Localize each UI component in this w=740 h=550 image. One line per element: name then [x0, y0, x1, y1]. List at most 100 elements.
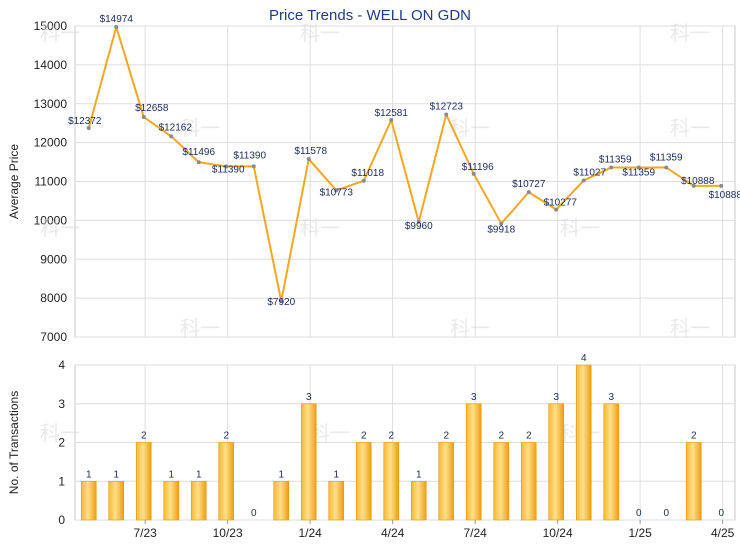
price-point — [141, 115, 146, 120]
transaction-bar — [410, 480, 427, 521]
watermark-text: 科一 — [180, 116, 220, 140]
transaction-bar — [465, 403, 482, 521]
transaction-bar — [493, 442, 510, 521]
watermark-text: 科一 — [40, 216, 80, 240]
price-point-label: $12581 — [375, 108, 409, 119]
price-point-label: $11018 — [351, 168, 384, 179]
price-point-label: $14974 — [100, 14, 134, 25]
transaction-bar — [520, 442, 537, 521]
transaction-bar — [383, 442, 400, 521]
price-point — [499, 221, 504, 226]
price-point — [719, 183, 724, 188]
price-point-label: $10773 — [320, 187, 354, 198]
price-point — [196, 160, 201, 165]
price-point — [389, 118, 394, 123]
price-point-label: $11027 — [573, 167, 606, 178]
watermark-text: 科一 — [310, 421, 350, 445]
watermark-text: 科一 — [300, 21, 340, 45]
transaction-bar — [603, 403, 620, 521]
transactions-y-axis-title: No. of Transactions — [7, 391, 21, 494]
price-point — [361, 178, 366, 183]
transaction-bar-label: 1 — [86, 469, 92, 480]
transaction-bar — [135, 442, 152, 521]
price-point-label: $11359 — [599, 155, 632, 166]
price-point-label: $11578 — [294, 146, 327, 157]
price-y-tick-label: 9000 — [40, 252, 67, 266]
price-y-tick-label: 7000 — [40, 330, 67, 344]
price-y-tick-label: 8000 — [40, 291, 67, 305]
price-point-label: $11359 — [650, 153, 683, 164]
price-point — [251, 164, 256, 169]
transaction-bar-label: 4 — [581, 353, 587, 364]
price-point — [279, 299, 284, 304]
x-tick-label: 10/24 — [543, 526, 573, 540]
watermark-text: 科一 — [180, 316, 220, 340]
transaction-bar — [108, 480, 125, 521]
x-tick-label: 1/25 — [628, 526, 652, 540]
transaction-bar-label: 3 — [553, 392, 559, 403]
price-point-label: $11196 — [462, 162, 494, 173]
price-point — [636, 165, 641, 170]
transaction-bar-label: 2 — [691, 431, 697, 442]
transactions-y-tick-label: 1 — [58, 474, 65, 488]
transaction-bar-label: 2 — [526, 431, 532, 442]
transaction-bar-label: 0 — [663, 508, 669, 519]
transaction-bar-label: 2 — [141, 431, 147, 442]
transaction-bar-label: 2 — [223, 431, 229, 442]
price-point — [609, 165, 614, 170]
price-y-tick-label: 11000 — [35, 175, 68, 189]
price-point — [664, 165, 669, 170]
price-point — [471, 171, 476, 176]
transactions-y-tick-label: 2 — [58, 436, 65, 450]
transaction-bar-label: 1 — [113, 469, 119, 480]
transaction-bar-label: 1 — [333, 469, 339, 480]
x-tick-label: 4/25 — [711, 526, 735, 540]
transaction-bar-label: 2 — [443, 431, 449, 442]
transaction-bar — [163, 480, 180, 521]
transaction-bar — [300, 403, 317, 521]
transaction-bar — [355, 442, 372, 521]
transaction-bar — [218, 442, 235, 521]
price-point — [581, 178, 586, 183]
price-line — [87, 26, 722, 303]
transaction-bar-label: 0 — [251, 508, 257, 519]
transaction-bar — [685, 442, 702, 521]
price-point-label: $12658 — [135, 103, 169, 114]
price-point-label: $12162 — [159, 122, 193, 133]
price-y-tick-label: 14000 — [34, 58, 68, 72]
price-point-label: $12723 — [430, 102, 464, 113]
price-point — [334, 188, 339, 193]
price-point — [114, 25, 119, 30]
price-point — [444, 112, 449, 117]
transaction-bar — [438, 442, 455, 521]
watermark-text: 科一 — [300, 216, 340, 240]
transaction-bar — [80, 480, 97, 521]
price-point-label: $11359 — [622, 168, 655, 179]
transaction-bar-label: 0 — [718, 508, 724, 519]
transaction-bar-label: 3 — [471, 392, 477, 403]
price-y-tick-label: 15000 — [34, 19, 68, 33]
price-point-label: $9960 — [405, 221, 433, 232]
watermark-text: 科一 — [40, 421, 80, 445]
x-tick-label: 7/24 — [463, 526, 487, 540]
x-tick-label: 4/24 — [381, 526, 405, 540]
price-point — [691, 183, 696, 188]
transaction-bar-label: 2 — [388, 431, 394, 442]
chart-title: Price Trends - WELL ON GDN — [269, 7, 471, 24]
watermark-text: 科一 — [670, 116, 710, 140]
transactions-y-tick-label: 3 — [58, 397, 65, 411]
transaction-bar — [273, 480, 290, 521]
transactions-y-tick-label: 4 — [58, 358, 65, 372]
x-tick-label: 7/23 — [133, 526, 157, 540]
price-y-tick-label: 12000 — [34, 136, 68, 150]
price-point-label: $11496 — [182, 147, 215, 158]
watermark-text: 科一 — [560, 216, 600, 240]
price-point-label: $11390 — [212, 164, 245, 175]
watermark-text: 科一 — [670, 21, 710, 45]
price-point — [526, 190, 531, 195]
price-point-label: $12372 — [68, 116, 102, 127]
price-point-label: $10888 — [681, 176, 715, 187]
transaction-bar-label: 3 — [306, 392, 312, 403]
price-point — [306, 157, 311, 162]
